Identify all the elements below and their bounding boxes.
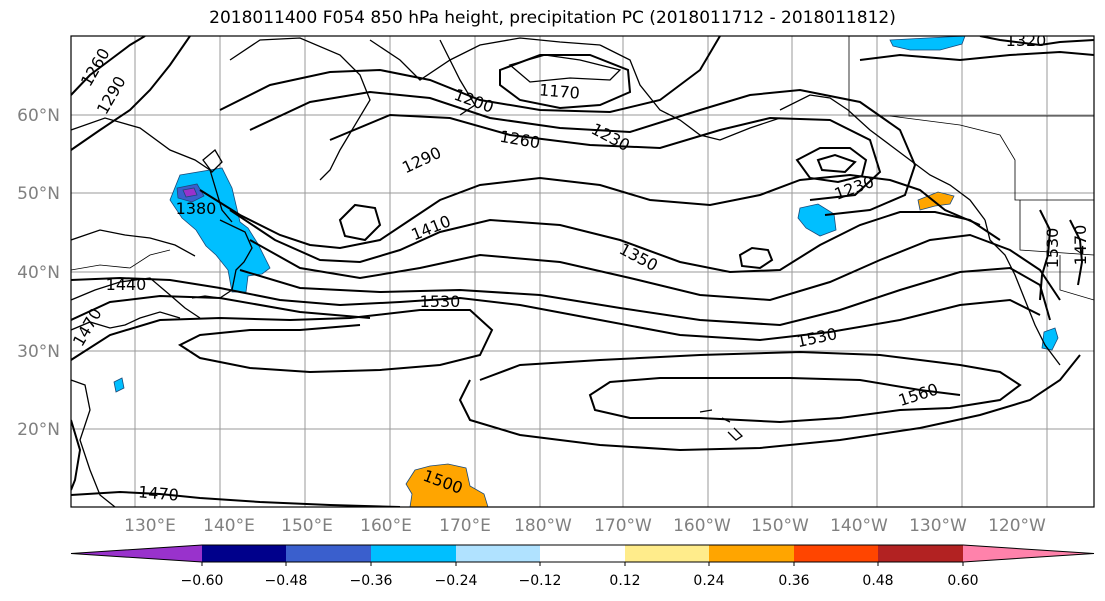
lon-label: 140°E — [203, 516, 255, 536]
borders — [71, 36, 1094, 301]
contour-label: 1320 — [1006, 31, 1047, 50]
map-title: 2018011400 F054 850 hPa height, precipit… — [209, 8, 896, 28]
colorbar-swatch — [202, 545, 286, 562]
colorbar-tick-labels: −0.60 −0.48 −0.36 −0.24 −0.12 0.12 0.24 … — [181, 573, 979, 589]
lon-label: 120°W — [988, 516, 1046, 536]
colorbar-swatch — [71, 545, 202, 562]
colorbar-swatch — [371, 545, 456, 562]
colorbar-swatch — [963, 545, 1094, 562]
contour-labels: 1260 1290 1200 1170 1260 1230 1290 1230 … — [69, 31, 1090, 505]
colorbar-tick-label: −0.12 — [519, 573, 562, 589]
colorbar-swatch — [709, 545, 794, 562]
contour-label: 1530 — [420, 292, 461, 311]
contour-label: 1230 — [588, 119, 633, 155]
colorbar — [70, 544, 1095, 566]
colorbar-tick-label: 0.12 — [609, 573, 640, 589]
lat-label: 40°N — [17, 263, 60, 283]
contour-label: 1530 — [795, 324, 839, 351]
contour-label: 1470 — [1071, 225, 1090, 266]
colorbar-tick-label: −0.24 — [435, 573, 478, 589]
colorbar-tick-label: 0.24 — [693, 573, 724, 589]
gridlines — [71, 36, 1094, 507]
contour-label: 1530 — [1043, 228, 1062, 269]
colorbar-swatch — [794, 545, 878, 562]
contour-label: 1380 — [176, 199, 217, 218]
height-contours — [71, 36, 1094, 507]
colorbar-swatch — [625, 545, 709, 562]
lon-label: 130°W — [909, 516, 967, 536]
lon-label: 170°E — [439, 516, 491, 536]
lon-label: 150°E — [281, 516, 333, 536]
contour-label: 1470 — [137, 482, 179, 504]
colorbar-swatch — [878, 545, 963, 562]
lon-label: 140°W — [830, 516, 888, 536]
lon-label: 160°W — [673, 516, 731, 536]
contour-label: 1170 — [538, 80, 580, 102]
lon-label: 150°W — [751, 516, 809, 536]
colorbar-tick-label: 0.36 — [778, 573, 809, 589]
contour-label: 1470 — [69, 305, 106, 350]
colorbar-tick-label: −0.60 — [181, 573, 224, 589]
lat-label: 60°N — [17, 106, 60, 126]
longitude-labels: 130°E 140°E 150°E 160°E 170°E 180°W 170°… — [124, 516, 1046, 536]
colorbar-tick-label: 0.60 — [947, 573, 978, 589]
contour-label: 1560 — [896, 379, 941, 410]
colorbar-swatch — [286, 545, 371, 562]
colorbar-swatch — [540, 545, 625, 562]
contour-label: 1260 — [498, 127, 541, 153]
colorbar-tick-label: 0.48 — [862, 573, 893, 589]
colorbar-tick-label: −0.36 — [350, 573, 393, 589]
lon-label: 170°W — [594, 516, 652, 536]
lat-label: 20°N — [17, 420, 60, 440]
colorbar-swatch — [456, 545, 540, 562]
latitude-labels: 60°N 50°N 40°N 30°N 20°N — [17, 106, 60, 440]
contour-label: 1440 — [106, 275, 147, 294]
map-frame — [70, 35, 1095, 508]
colorbar-tick-label: −0.48 — [265, 573, 308, 589]
lon-label: 160°E — [360, 516, 412, 536]
lat-label: 30°N — [17, 342, 60, 362]
lon-label: 180°W — [514, 516, 572, 536]
lon-label: 130°E — [124, 516, 176, 536]
lat-label: 50°N — [17, 184, 60, 204]
contour-label: 1290 — [399, 143, 444, 177]
